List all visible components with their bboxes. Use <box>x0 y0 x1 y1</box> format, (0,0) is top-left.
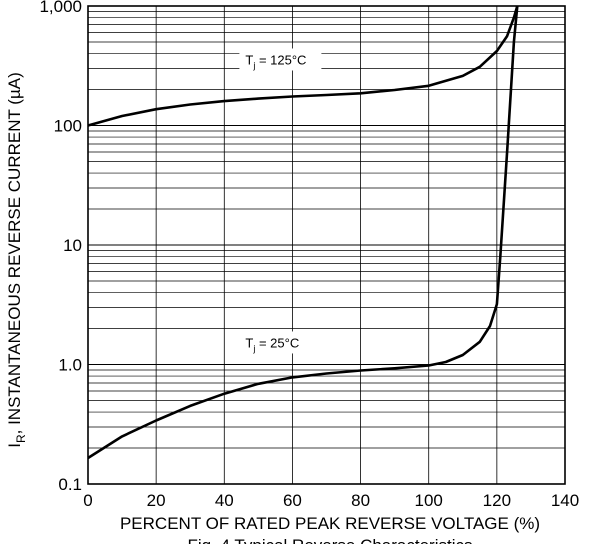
x-tick-label: 0 <box>83 491 92 510</box>
series-label-bg-1 <box>239 331 322 354</box>
series-curves <box>87 5 519 460</box>
series-line-0 <box>87 5 519 127</box>
series-label-bg-0 <box>239 48 322 71</box>
axis-tick-labels: 0 20 40 60 80 100 120 140 0.1 1.0 10 100 1,000 <box>39 0 579 510</box>
y-axis-title-rest: , INSTANTANEOUS REVERSE CURRENT (µA) <box>5 72 24 434</box>
x-tick-label: 120 <box>483 491 511 510</box>
y-tick-label: 1.0 <box>58 356 82 375</box>
y-axis-title-subscript: R <box>14 434 28 443</box>
series-line-1 <box>87 5 519 460</box>
y-tick-label: 100 <box>54 117 82 136</box>
series-label-0: Tj = 125°C <box>245 52 306 70</box>
y-axis-title-main: I <box>5 443 24 448</box>
x-tick-label: 80 <box>351 491 370 510</box>
grid-lines <box>87 6 566 485</box>
x-tick-label: 40 <box>215 491 234 510</box>
y-tick-label: 10 <box>63 236 82 255</box>
x-tick-label: 20 <box>147 491 166 510</box>
x-tick-label: 140 <box>551 491 579 510</box>
y-tick-label: 1,000 <box>39 0 82 16</box>
series-labels: Tj = 125°C Tj = 25°C <box>239 48 322 354</box>
x-tick-label: 100 <box>415 491 443 510</box>
plot-border <box>87 5 566 485</box>
plot-frame <box>87 5 566 485</box>
y-axis-title: IR, INSTANTANEOUS REVERSE CURRENT (µA) <box>5 72 28 448</box>
figure-caption: Fig. 4 Typical Reverse Characteristics <box>187 536 472 544</box>
y-tick-label: 0.1 <box>58 475 82 494</box>
x-axis-title: PERCENT OF RATED PEAK REVERSE VOLTAGE (%… <box>120 514 540 533</box>
series-label-1: Tj = 25°C <box>245 335 299 353</box>
x-tick-label: 60 <box>283 491 302 510</box>
